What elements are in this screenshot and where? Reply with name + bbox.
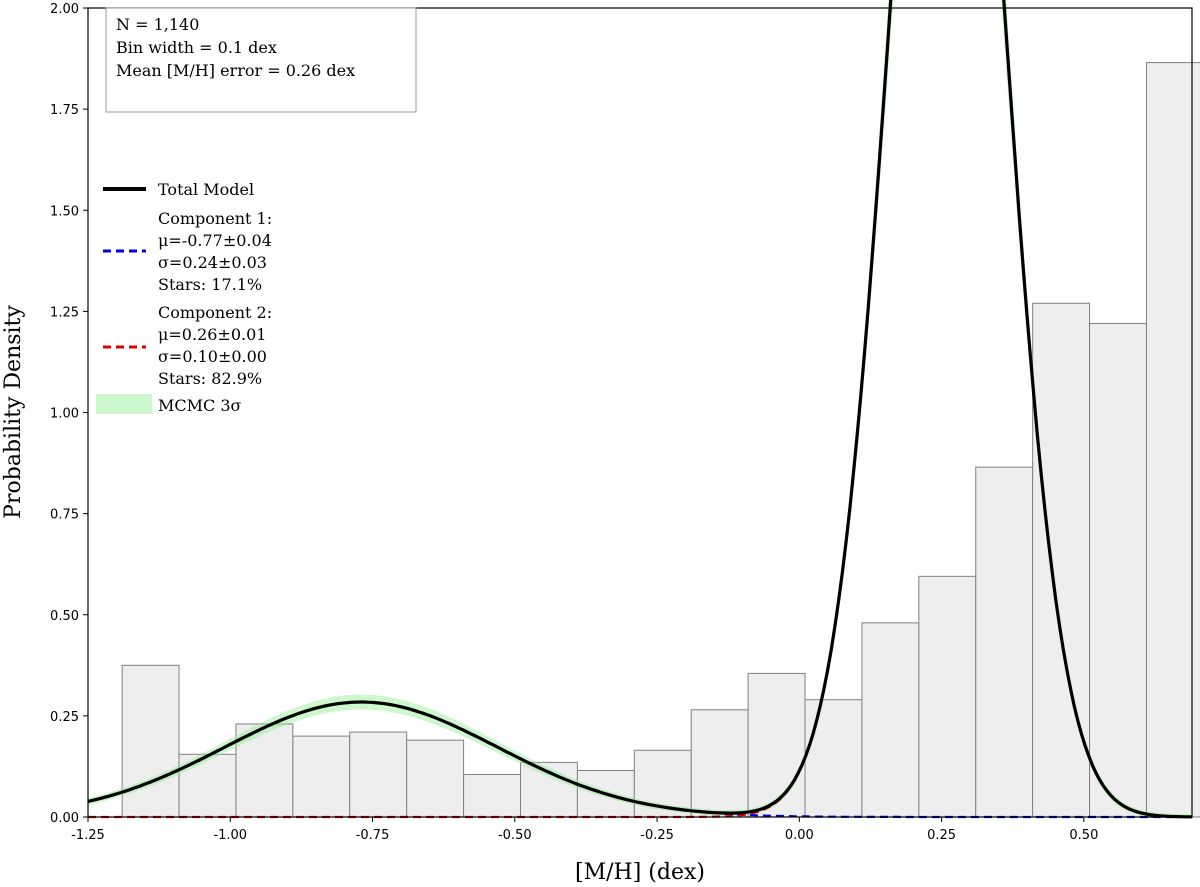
y-tick-label: 0.75	[50, 508, 79, 523]
y-tick-label: 1.50	[50, 204, 79, 219]
histogram-bar	[975, 466, 1034, 818]
y-tick-label: 1.00	[50, 407, 79, 422]
x-tick-label: -0.75	[356, 828, 390, 843]
legend-label-component-1-mu: μ=-0.77±0.04	[158, 231, 272, 250]
histogram-bar	[121, 664, 180, 818]
histogram-bar	[690, 709, 749, 818]
legend-label-total: Total Model	[158, 180, 254, 199]
legend-label-component-1-title: Component 1:	[158, 209, 272, 228]
histogram-bar	[406, 739, 465, 818]
info-box-frame	[105, 7, 417, 113]
histogram-bar	[235, 723, 294, 818]
x-tick-label: 0.00	[785, 828, 814, 843]
histogram-bar	[349, 731, 408, 818]
legend-label-component-2-sigma: σ=0.10±0.00	[158, 347, 267, 366]
histogram-bar	[1032, 302, 1091, 818]
legend-label-component-1-stars: Stars: 17.1%	[158, 275, 262, 294]
x-tick-label: -1.25	[71, 828, 105, 843]
y-tick-label: 2.00	[50, 2, 79, 17]
legend: Total Model Component 1: μ=-0.77±0.04 σ=…	[96, 180, 272, 415]
histogram-bar	[804, 699, 863, 818]
total-model-curve	[87, 0, 1193, 819]
info-box: N = 1,140 Bin width = 0.1 dex Mean [M/H]…	[105, 7, 417, 113]
y-tick-label: 0.00	[50, 811, 79, 826]
y-tick-label: 1.75	[50, 103, 79, 118]
histogram-bars	[121, 62, 1200, 818]
y-axis-label: Probability Density	[1, 305, 26, 519]
histogram-bar	[747, 672, 806, 818]
histogram-bar	[861, 622, 920, 818]
info-line-count: N = 1,140	[116, 15, 199, 34]
x-tick-label: 0.50	[1069, 828, 1098, 843]
x-tick-label: -1.00	[213, 828, 247, 843]
x-axis-label: [M/H] (dex)	[575, 860, 705, 885]
histogram-bar	[918, 575, 977, 818]
legend-label-component-1-sigma: σ=0.24±0.03	[158, 253, 267, 272]
histogram-bar	[1145, 62, 1200, 818]
legend-label-component-2-title: Component 2:	[158, 303, 272, 322]
histogram-bar	[292, 735, 351, 818]
info-line-mean-error: Mean [M/H] error = 0.26 dex	[116, 61, 355, 80]
histogram-bar	[463, 774, 521, 818]
info-line-bin-width: Bin width = 0.1 dex	[116, 38, 277, 57]
legend-label-mcmc-band: MCMC 3σ	[158, 396, 242, 415]
x-tick-label: -0.50	[498, 828, 532, 843]
x-axis-ticks: -1.25 -1.00 -0.75 -0.50 -0.25 0.00 0.25 0.50	[71, 817, 1098, 843]
x-tick-label: -0.25	[640, 828, 674, 843]
y-axis-ticks: 0.00 0.25 0.50 0.75 1.00 1.25 1.50 1.75 2.00	[50, 2, 88, 826]
legend-label-component-2-mu: μ=0.26±0.01	[158, 325, 266, 344]
y-tick-label: 0.25	[50, 710, 79, 725]
y-tick-label: 0.50	[50, 609, 79, 624]
histogram-bar	[1089, 323, 1147, 818]
y-tick-label: 1.25	[50, 305, 79, 320]
legend-swatch-mcmc-band	[96, 394, 152, 414]
x-tick-label: 0.25	[927, 828, 956, 843]
legend-label-component-2-stars: Stars: 82.9%	[158, 369, 262, 388]
